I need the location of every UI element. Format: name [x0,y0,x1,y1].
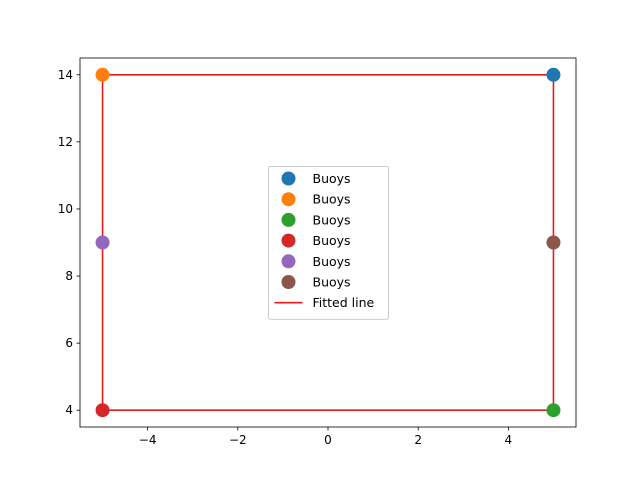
legend-marker-swatch [281,171,296,186]
legend-marker-swatch [281,254,296,269]
y-tick-label: 4 [65,403,73,417]
legend-box [268,166,389,320]
buoy-point-4 [95,403,110,418]
x-tick-label: 2 [414,433,422,447]
x-tick-label: 4 [505,433,513,447]
y-tick-label: 14 [58,68,73,82]
x-tick-label: 0 [324,433,332,447]
legend-marker-swatch [281,275,296,289]
plot-area [95,67,561,418]
buoy-point-6 [546,235,561,250]
y-tick-label: 10 [58,202,73,216]
legend-label: Fitted line [313,295,375,310]
legend-marker-swatch [281,233,296,248]
x-tick-label: −4 [139,433,157,447]
y-tick-label: 12 [58,135,73,149]
y-tick-label: 8 [65,269,73,283]
legend-label: Buoys [313,192,351,207]
axis-ticks: −4 −2 0 2 4 4 6 8 10 12 14 [58,68,512,447]
buoy-point-1 [546,67,561,82]
legend-label: Buoys [313,212,351,227]
y-tick-label: 6 [65,336,73,350]
legend: Buoys Buoys Buoys Buoys Buoys Buoys Fitted lin… [268,166,389,320]
x-tick-label: −2 [229,433,247,447]
buoy-point-3 [546,403,561,418]
legend-marker-swatch [281,192,296,207]
legend-label: Buoys [313,233,351,248]
legend-label: Buoys [313,171,351,186]
legend-label: Buoys [313,275,351,290]
legend-label: Buoys [313,254,351,269]
buoy-point-2 [95,67,110,82]
legend-marker-swatch [281,212,296,227]
buoy-point-5 [95,235,110,250]
